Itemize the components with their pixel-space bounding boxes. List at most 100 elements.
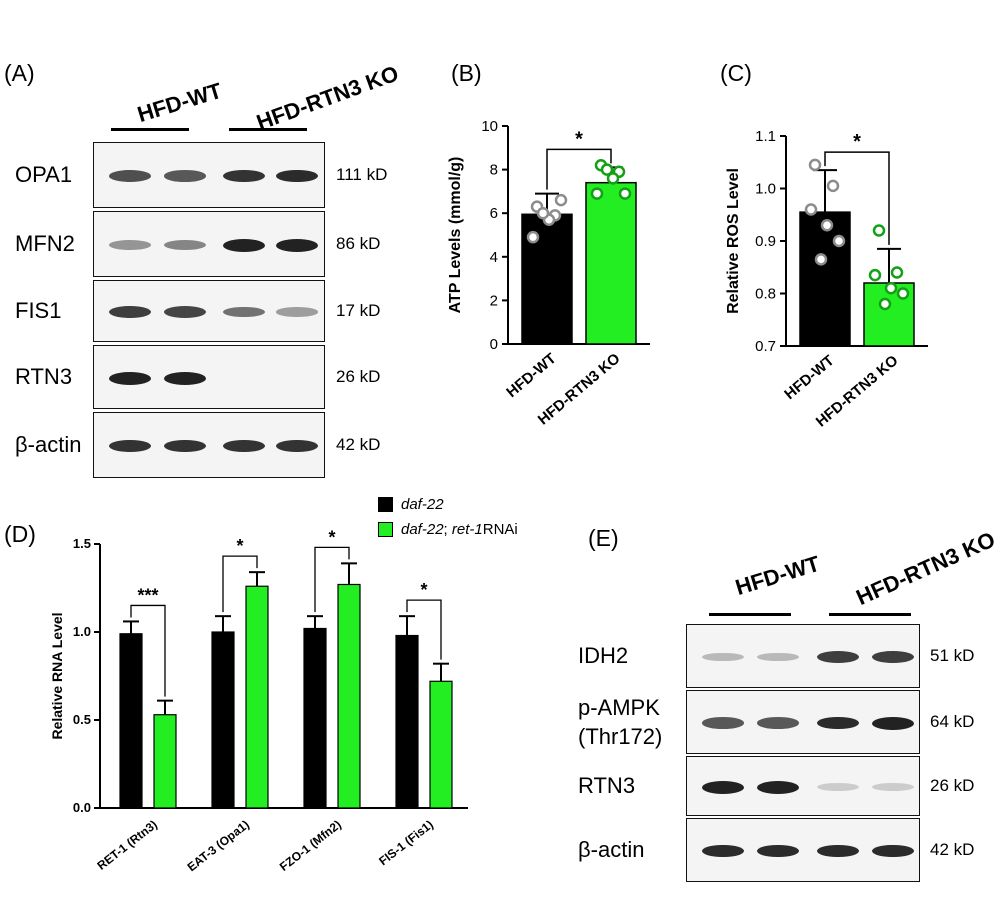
blot-strip bbox=[93, 211, 325, 277]
protein-band bbox=[757, 717, 799, 729]
panel-label-d: (D) bbox=[4, 521, 36, 547]
data-point bbox=[814, 253, 828, 266]
data-point bbox=[896, 287, 910, 300]
protein-band bbox=[872, 782, 914, 792]
protein-band bbox=[223, 306, 265, 318]
blot-strip bbox=[93, 142, 325, 208]
bar bbox=[585, 181, 637, 345]
bar bbox=[429, 680, 453, 809]
protein-band bbox=[223, 238, 265, 252]
protein-label: RTN3 bbox=[15, 364, 73, 389]
y-tick-label: 0.0 bbox=[73, 800, 91, 815]
data-point bbox=[872, 224, 886, 237]
protein-label: IDH2 bbox=[578, 643, 629, 668]
data-point bbox=[826, 179, 840, 193]
molecular-weight-label: 26 kD bbox=[930, 776, 975, 795]
blot-strip bbox=[93, 412, 325, 478]
bar bbox=[153, 714, 177, 809]
bar bbox=[211, 631, 235, 809]
protein-label: OPA1 bbox=[15, 162, 73, 187]
data-point bbox=[526, 230, 540, 244]
y-tick-label: 1.0 bbox=[73, 624, 91, 639]
blot-strip bbox=[686, 818, 920, 882]
group-underline bbox=[829, 613, 911, 616]
protein-band bbox=[276, 307, 318, 317]
y-tick-label: 8 bbox=[490, 162, 498, 179]
significance-label: * bbox=[236, 536, 243, 556]
legend-item-daf-22: daf-22 bbox=[378, 496, 518, 513]
bar bbox=[395, 634, 419, 809]
molecular-weight-label: 42 kD bbox=[336, 435, 381, 454]
group-label-hfd-wt: HFD-WT bbox=[134, 77, 225, 128]
protein-band bbox=[817, 716, 859, 730]
protein-band bbox=[164, 306, 206, 318]
y-tick-label: 0.5 bbox=[73, 712, 91, 727]
y-tick-label: 10 bbox=[481, 118, 498, 135]
group-label-hfd-wt: HFD-WT bbox=[732, 550, 823, 601]
data-point bbox=[554, 193, 568, 207]
protein-band bbox=[109, 371, 151, 385]
data-point bbox=[804, 203, 818, 216]
y-tick-label: 0 bbox=[490, 336, 498, 353]
protein-label: β-actin bbox=[578, 837, 645, 862]
protein-band bbox=[164, 170, 206, 182]
significance-bracket bbox=[314, 546, 350, 613]
group-label-hfd-rtn3-ko: HFD-RTN3 KO bbox=[852, 526, 999, 611]
blot-strip bbox=[686, 756, 920, 816]
bar bbox=[337, 583, 361, 809]
protein-band bbox=[276, 169, 318, 183]
group-label-hfd-rtn3-ko: HFD-RTN3 KO bbox=[253, 60, 402, 136]
blot-strip bbox=[93, 280, 325, 342]
y-tick-label: 1.0 bbox=[755, 181, 776, 198]
protein-band bbox=[817, 782, 859, 792]
y-tick-label: 0.7 bbox=[755, 338, 776, 355]
protein-band bbox=[223, 169, 265, 183]
protein-band bbox=[164, 439, 206, 453]
group-underline bbox=[709, 613, 791, 616]
legend: daf-22 daf-22; ret-1RNAi bbox=[378, 496, 518, 538]
significance-label: * bbox=[420, 580, 427, 600]
significance-bracket bbox=[824, 151, 890, 245]
y-tick-label: 2 bbox=[490, 292, 498, 309]
group-underline bbox=[229, 128, 307, 131]
protein-label: RTN3 bbox=[578, 773, 636, 798]
y-tick-label: 6 bbox=[490, 205, 498, 222]
y-tick-label: 4 bbox=[490, 249, 498, 266]
data-point bbox=[808, 158, 822, 172]
protein-band bbox=[872, 844, 914, 858]
significance-bracket bbox=[222, 555, 258, 613]
data-point bbox=[606, 172, 620, 185]
protein-band bbox=[109, 439, 151, 453]
data-point bbox=[590, 187, 604, 200]
bar bbox=[119, 633, 143, 809]
protein-band bbox=[702, 780, 744, 794]
protein-band bbox=[109, 170, 151, 182]
blot-strip bbox=[686, 690, 920, 754]
legend-swatch-black bbox=[378, 497, 393, 512]
protein-label: FIS1 bbox=[15, 298, 62, 323]
protein-label: β-actin bbox=[15, 432, 82, 457]
x-tick-label: FZO-1 (Mfn2) bbox=[277, 817, 344, 874]
blot-strip bbox=[686, 624, 920, 688]
protein-band bbox=[164, 239, 206, 251]
data-point bbox=[868, 268, 882, 282]
bar bbox=[303, 627, 327, 809]
protein-label: p-AMPK (Thr172) bbox=[578, 695, 663, 749]
legend-swatch-green bbox=[378, 522, 393, 537]
y-tick-label: 0.9 bbox=[755, 233, 776, 250]
bar bbox=[245, 585, 269, 809]
significance-bracket bbox=[546, 148, 612, 190]
molecular-weight-label: 17 kD bbox=[336, 301, 381, 320]
protein-band bbox=[702, 844, 744, 858]
bar bbox=[799, 211, 851, 347]
y-tick-label: 0.8 bbox=[755, 286, 776, 303]
protein-band bbox=[276, 238, 318, 252]
x-tick-label: HFD-WT bbox=[781, 352, 837, 403]
data-point bbox=[820, 219, 834, 232]
protein-band bbox=[702, 652, 744, 662]
y-axis-label: Relative ROS Level bbox=[725, 168, 742, 314]
significance-bracket bbox=[130, 604, 166, 697]
molecular-weight-label: 51 kD bbox=[930, 646, 975, 665]
data-point bbox=[832, 234, 846, 248]
